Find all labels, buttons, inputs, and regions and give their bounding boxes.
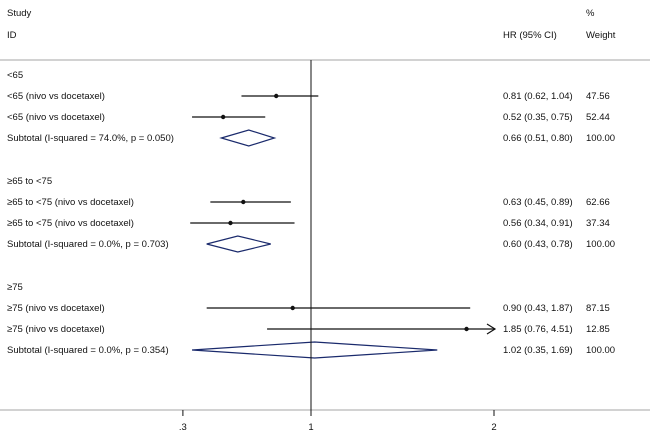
hr-ci-value: 1.85 (0.76, 4.51) xyxy=(503,324,573,335)
study-row: ≥75 (nivo vs docetaxel) 1.85 (0.76, 4.51)… xyxy=(7,323,610,335)
group-label: <65 xyxy=(7,70,23,81)
header-study: Study xyxy=(7,8,32,19)
weight-value: 12.85 xyxy=(586,324,610,335)
header-id: ID xyxy=(7,30,17,41)
weight-value: 52.44 xyxy=(586,112,610,123)
subtotal-row: Subtotal (I-squared = 74.0%, p = 0.050) 0… xyxy=(7,129,615,147)
weight-value: 87.15 xyxy=(586,303,610,314)
study-label: ≥75 (nivo vs docetaxel) xyxy=(7,324,105,335)
weight-value: 100.00 xyxy=(586,345,615,356)
study-label: ≥65 to <75 (nivo vs docetaxel) xyxy=(7,197,134,208)
point-estimate xyxy=(241,199,246,205)
group-2: ≥65 to <75 ≥65 to <75 (nivo vs docetaxel)… xyxy=(7,176,615,253)
subtotal-label: Subtotal (I-squared = 0.0%, p = 0.703) xyxy=(7,239,169,250)
point-estimate xyxy=(290,305,295,311)
group-1: <65 <65 (nivo vs docetaxel) 0.81 (0.62, 1.… xyxy=(7,70,615,147)
x-tick-label: 2 xyxy=(491,422,496,433)
hr-ci-value: 0.90 (0.43, 1.87) xyxy=(503,303,573,314)
study-label: <65 (nivo vs docetaxel) xyxy=(7,112,105,123)
hr-ci-value: 0.52 (0.35, 0.75) xyxy=(503,112,573,123)
header-hr-ci: HR (95% CI) xyxy=(503,30,557,41)
x-tick-label: .3 xyxy=(179,422,187,433)
hr-ci-value: 0.81 (0.62, 1.04) xyxy=(503,91,573,102)
header-weight: Weight xyxy=(586,30,616,41)
point-estimate xyxy=(464,326,469,332)
header-weight-percent: % xyxy=(586,8,595,19)
weight-value: 62.66 xyxy=(586,197,610,208)
point-estimate xyxy=(228,220,233,226)
subtotal-label: Subtotal (I-squared = 0.0%, p = 0.354) xyxy=(7,345,169,356)
study-label: ≥65 to <75 (nivo vs docetaxel) xyxy=(7,218,134,229)
x-tick-label: 1 xyxy=(308,422,313,433)
hr-ci-value: 0.63 (0.45, 0.89) xyxy=(503,197,573,208)
hr-ci-value: 0.66 (0.51, 0.80) xyxy=(503,133,573,144)
weight-value: 47.56 xyxy=(586,91,610,102)
group-label: ≥75 xyxy=(7,282,23,293)
hr-ci-value: 0.56 (0.34, 0.91) xyxy=(503,218,573,229)
study-row: <65 (nivo vs docetaxel) 0.52 (0.35, 0.75)… xyxy=(7,112,610,123)
ci-arrow xyxy=(486,323,497,335)
group-3: ≥75 ≥75 (nivo vs docetaxel) 0.90 (0.43, 1.… xyxy=(7,282,615,359)
group-label: ≥65 to <75 xyxy=(7,176,52,187)
point-estimate xyxy=(274,93,279,99)
subtotal-diamond xyxy=(219,129,277,147)
weight-value: 100.00 xyxy=(586,133,615,144)
study-row: ≥75 (nivo vs docetaxel) 0.90 (0.43, 1.87)… xyxy=(7,303,610,314)
hr-ci-value: 1.02 (0.35, 1.69) xyxy=(503,345,573,356)
subtotal-row: Subtotal (I-squared = 0.0%, p = 0.354) 1.… xyxy=(7,341,615,359)
study-label: ≥75 (nivo vs docetaxel) xyxy=(7,303,105,314)
subtotal-diamond xyxy=(206,235,271,253)
subtotal-row: Subtotal (I-squared = 0.0%, p = 0.703) 0.… xyxy=(7,235,615,253)
weight-value: 37.34 xyxy=(586,218,610,229)
hr-ci-value: 0.60 (0.43, 0.78) xyxy=(503,239,573,250)
study-row: ≥65 to <75 (nivo vs docetaxel) 0.63 (0.45… xyxy=(7,197,610,208)
subtotal-label: Subtotal (I-squared = 74.0%, p = 0.050) xyxy=(7,133,174,144)
study-row: <65 (nivo vs docetaxel) 0.81 (0.62, 1.04)… xyxy=(7,91,610,102)
point-estimate xyxy=(220,114,226,120)
weight-value: 100.00 xyxy=(586,239,615,250)
study-row: ≥65 to <75 (nivo vs docetaxel) 0.56 (0.34… xyxy=(7,218,610,229)
subtotal-diamond xyxy=(192,341,438,359)
table-header: Study ID HR (95% CI) % Weight xyxy=(7,8,616,41)
study-label: <65 (nivo vs docetaxel) xyxy=(7,91,105,102)
